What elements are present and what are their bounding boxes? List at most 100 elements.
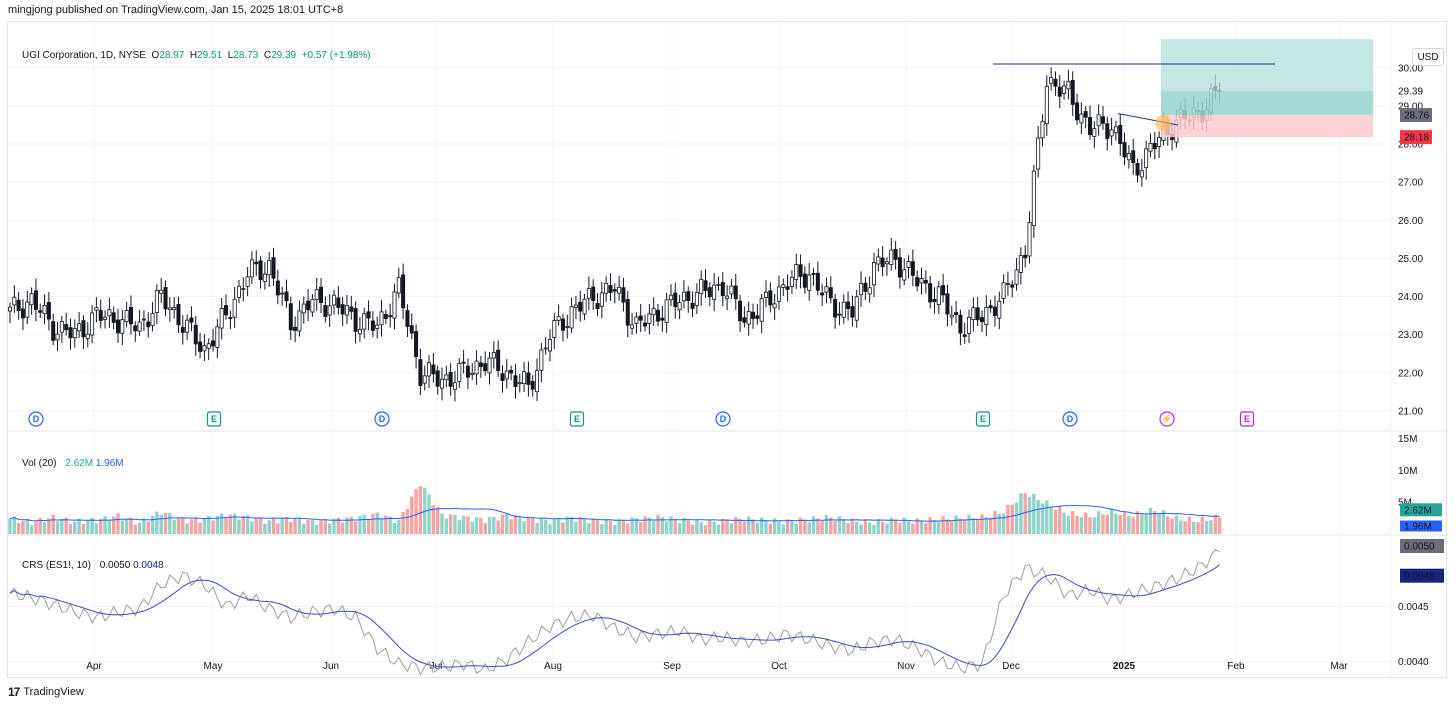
candle[interactable] (120, 319, 125, 334)
candle[interactable] (172, 307, 177, 311)
candle[interactable] (85, 333, 90, 339)
candle[interactable] (90, 312, 95, 336)
candle[interactable] (1023, 254, 1028, 259)
candle[interactable] (439, 378, 444, 389)
candle[interactable] (280, 292, 285, 295)
candle[interactable] (1113, 126, 1118, 134)
candle[interactable] (141, 318, 146, 321)
candle[interactable] (889, 249, 894, 265)
candle[interactable] (971, 307, 976, 320)
candle[interactable] (327, 305, 332, 316)
candle[interactable] (1105, 123, 1110, 139)
candle[interactable] (945, 293, 950, 315)
candle[interactable] (915, 277, 920, 287)
candle[interactable] (1152, 142, 1157, 150)
candle[interactable] (137, 321, 142, 332)
candle[interactable] (331, 294, 336, 306)
candle[interactable] (526, 372, 531, 385)
candle[interactable] (820, 292, 825, 296)
dividend-event-icon[interactable] (28, 411, 44, 427)
symbol-title[interactable]: UGI Corporation, 1D, NYSE (22, 50, 146, 61)
candle[interactable] (232, 298, 237, 318)
candle[interactable] (591, 286, 596, 301)
candle[interactable] (699, 279, 704, 295)
candle[interactable] (932, 298, 937, 303)
earnings-event-icon[interactable] (975, 411, 991, 427)
candle[interactable] (409, 325, 414, 334)
candle[interactable] (828, 287, 833, 299)
candle[interactable] (660, 317, 665, 321)
candle[interactable] (1139, 170, 1144, 178)
candle[interactable] (284, 291, 289, 302)
candle[interactable] (1066, 80, 1071, 90)
candle[interactable] (824, 286, 829, 293)
earnings-upcoming-event-icon[interactable] (1239, 411, 1255, 427)
earnings-event-icon[interactable] (569, 411, 585, 427)
candle[interactable] (647, 313, 652, 324)
candle[interactable] (64, 324, 69, 331)
candle[interactable] (1126, 153, 1131, 161)
candle[interactable] (595, 303, 600, 310)
candle[interactable] (707, 287, 712, 298)
candle[interactable] (703, 280, 708, 291)
candle[interactable] (68, 327, 73, 339)
candle[interactable] (357, 329, 362, 335)
dividend-event-icon[interactable] (715, 411, 731, 427)
candle[interactable] (781, 284, 786, 288)
candle[interactable] (841, 301, 846, 318)
candle[interactable] (452, 382, 457, 390)
tradingview-logo[interactable]: 17 TradingView (8, 685, 84, 699)
candle[interactable] (565, 325, 570, 328)
candle[interactable] (262, 273, 267, 282)
candle[interactable] (51, 321, 56, 341)
chart-canvas[interactable]: Apr May Jun Jul Aug Sep Oct Nov Dec 2025 Feb Mar30.… (8, 22, 1448, 679)
dividend-event-icon[interactable] (1062, 411, 1078, 427)
candle[interactable] (612, 289, 617, 292)
candle[interactable] (193, 324, 198, 345)
candle[interactable] (16, 299, 21, 312)
candle[interactable] (582, 298, 587, 315)
candle[interactable] (211, 340, 216, 347)
candle[interactable] (314, 289, 319, 300)
candle[interactable] (906, 261, 911, 268)
candle[interactable] (764, 291, 769, 298)
candle[interactable] (720, 282, 725, 296)
candle[interactable] (880, 257, 885, 268)
candle[interactable] (776, 286, 781, 302)
candle[interactable] (746, 311, 751, 325)
candle[interactable] (681, 291, 686, 302)
candle[interactable] (958, 314, 963, 334)
candle[interactable] (876, 256, 881, 265)
candle[interactable] (111, 312, 116, 323)
candle[interactable] (401, 274, 406, 309)
candle[interactable] (846, 301, 851, 309)
candle[interactable] (975, 307, 980, 321)
candle[interactable] (94, 307, 99, 311)
candle[interactable] (362, 313, 367, 330)
candle[interactable] (513, 375, 518, 387)
candle[interactable] (833, 299, 838, 318)
candle[interactable] (275, 280, 280, 296)
candle[interactable] (552, 320, 557, 338)
volume-legend-name[interactable]: Vol (20) (22, 458, 57, 469)
candle[interactable] (46, 302, 51, 320)
candle[interactable] (163, 287, 168, 310)
candle[interactable] (1088, 117, 1093, 135)
candle[interactable] (772, 303, 777, 309)
candle[interactable] (919, 278, 924, 284)
candle[interactable] (1040, 120, 1045, 139)
candle[interactable] (573, 304, 578, 308)
candle[interactable] (733, 285, 738, 300)
candle[interactable] (1044, 85, 1049, 125)
candle[interactable] (673, 292, 678, 308)
candle[interactable] (742, 317, 747, 323)
candle[interactable] (560, 318, 565, 331)
candle[interactable] (461, 361, 466, 364)
candle[interactable] (340, 304, 345, 315)
candle[interactable] (738, 300, 743, 322)
candle[interactable] (33, 290, 38, 310)
candle[interactable] (215, 326, 220, 348)
chart-frame[interactable]: Apr May Jun Jul Aug Sep Oct Nov Dec 2025 Feb Mar 30.… (7, 21, 1448, 679)
candle[interactable] (768, 290, 773, 306)
candle[interactable] (539, 349, 544, 371)
